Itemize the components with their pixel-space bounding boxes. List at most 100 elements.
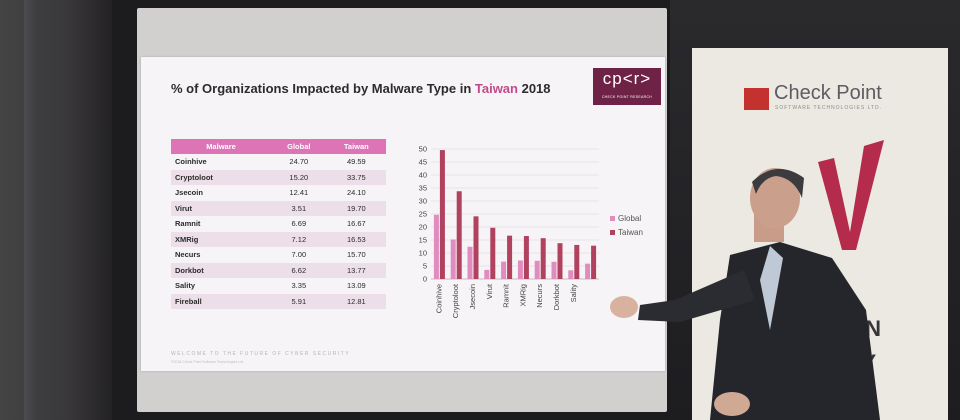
global-value-cell: 15.20	[270, 169, 327, 185]
malware-name-cell: Coinhive	[175, 157, 207, 167]
global-value-cell: 7.12	[270, 231, 327, 247]
bar-taiwan-sality	[574, 244, 580, 279]
global-value-cell: 7.00	[291, 250, 307, 260]
malware-name-cell: Dorkbot	[171, 262, 271, 278]
malware-name-cell: Ramnit	[175, 219, 201, 229]
taiwan-value-cell: 16.67	[346, 219, 366, 229]
bar-global-coinhive	[433, 214, 439, 279]
presentation-slide: % of Organizations Impacted by Malware T…	[141, 57, 665, 371]
taiwan-value-cell: 13.77	[326, 262, 386, 278]
table-row: Necurs 7.00 15.70	[171, 247, 386, 263]
bar-global-sality	[568, 270, 574, 279]
y-tick-label: 15	[419, 236, 427, 245]
x-tick-label: Dorkbot	[552, 283, 561, 310]
bar-taiwan-necurs	[540, 238, 546, 279]
bar-taiwan-xmrig	[523, 236, 529, 279]
bar-global-xmrig	[517, 260, 523, 279]
x-tick-label: Coinhive	[434, 284, 443, 313]
y-tick-label: 20	[419, 223, 427, 232]
banner-v-graphic	[818, 140, 884, 250]
legend-swatch-taiwan	[610, 230, 615, 235]
bar-global-necurs	[534, 260, 540, 279]
left-wall	[0, 0, 112, 420]
table-body: Coinhive 24.70 49.59 Cryptoloot 15.20 33.75 Js…	[171, 154, 386, 309]
malware-table: Malware Global Taiwan Coinhive 24.70 49.59 Cr…	[171, 139, 386, 309]
logo-subtext: CHECK POINT RESEARCH	[601, 95, 653, 99]
check-point-logo-icon	[744, 88, 769, 110]
bar-global-cryptoloot	[450, 239, 456, 279]
taiwan-value-cell: 16.53	[326, 231, 386, 247]
global-value-cell: 24.70	[289, 157, 309, 167]
y-tick-label: 5	[423, 262, 427, 271]
y-tick-label: 50	[419, 145, 427, 154]
bar-taiwan-virut	[490, 227, 496, 279]
bar-global-dorkbot	[551, 261, 557, 279]
bar-taiwan-ramnit	[507, 235, 513, 279]
bar-global-jsecoin	[467, 246, 473, 279]
malware-name-cell: Virut	[171, 200, 271, 216]
taiwan-value-cell: 15.70	[346, 250, 366, 260]
taiwan-value-cell: 24.10	[346, 188, 366, 198]
malware-name-cell: Jsecoin	[175, 188, 203, 198]
legend-label-global: Global	[618, 214, 641, 223]
malware-bar-chart: 0 5 10 15 20 25 30 35 40 45 50 Coinhive Cryptoloot Js…	[419, 145, 643, 319]
presenter	[610, 168, 880, 420]
table-row: Ramnit 6.69 16.67	[171, 216, 386, 232]
y-tick-label: 0	[423, 275, 427, 284]
x-tick-label: XMRig	[518, 284, 527, 307]
brand-subtitle: SOFTWARE TECHNOLOGIES LTD.	[775, 105, 883, 111]
taiwan-value-cell: 19.70	[326, 200, 386, 216]
taiwan-value-cell: 12.81	[326, 293, 386, 309]
bar-global-fireball	[585, 263, 591, 279]
table-header-global: Global	[270, 139, 327, 154]
title-highlight: Taiwan	[474, 81, 518, 96]
y-tick-label: 45	[419, 158, 427, 167]
bar-taiwan-cryptoloot	[456, 191, 462, 279]
global-value-cell: 5.91	[270, 293, 327, 309]
logo-main-text: cp<r>	[602, 69, 652, 88]
x-tick-label: Cryptoloot	[451, 283, 460, 318]
global-value-cell: 3.35	[291, 281, 307, 291]
malware-name-cell: Fireball	[171, 293, 271, 309]
bar-global-ramnit	[501, 261, 507, 279]
global-value-cell: 6.69	[291, 219, 307, 229]
bar-taiwan-dorkbot	[557, 243, 563, 279]
taiwan-value-cell: 13.09	[346, 281, 366, 291]
global-value-cell: 6.62	[270, 262, 327, 278]
x-tick-label: Jsecoin	[468, 284, 477, 309]
taiwan-value-cell: 33.75	[326, 169, 386, 185]
malware-name-cell: Sality	[175, 281, 196, 291]
bar-taiwan-fireball	[591, 245, 597, 279]
table-header-malware: Malware	[171, 139, 271, 154]
global-value-cell: 12.41	[289, 188, 309, 198]
table-header-row: Malware Global Taiwan	[171, 139, 386, 154]
table-row: Virut 3.51 19.70	[171, 200, 386, 216]
table-row: Dorkbot 6.62 13.77	[171, 262, 386, 278]
table-row: Sality 3.35 13.09	[171, 278, 386, 294]
slide-footer: WELCOME TO THE FUTURE OF CYBER SECURITY	[171, 351, 351, 357]
malware-name-cell: Cryptoloot	[171, 169, 271, 185]
table-row: Coinhive 24.70 49.59	[171, 154, 386, 170]
brand-name: Check Point	[774, 82, 882, 104]
legend-swatch-global	[610, 216, 615, 221]
global-value-cell: 3.51	[270, 200, 327, 216]
y-tick-label: 25	[419, 210, 427, 219]
y-tick-label: 40	[419, 171, 427, 180]
table-header-taiwan: Taiwan	[326, 139, 386, 154]
slide-copyright: ©2018 Check Point Software Technologies …	[171, 360, 245, 364]
x-tick-label: Ramnit	[502, 283, 511, 308]
table-row: Cryptoloot 15.20 33.75	[171, 169, 386, 185]
table-row: Jsecoin 12.41 24.10	[171, 185, 386, 201]
table-row: Fireball 5.91 12.81	[171, 293, 386, 309]
malware-name-cell: Necurs	[175, 250, 201, 260]
y-tick-label: 35	[419, 184, 427, 193]
y-tick-label: 30	[419, 197, 427, 206]
bar-taiwan-jsecoin	[473, 216, 479, 279]
slide-title: % of Organizations Impacted by Malware T…	[171, 81, 551, 96]
table-row: XMRig 7.12 16.53	[171, 231, 386, 247]
x-tick-label: Sality	[569, 284, 578, 303]
taiwan-value-cell: 49.59	[346, 157, 366, 167]
legend-label-taiwan: Taiwan	[618, 228, 643, 237]
bar-taiwan-coinhive	[439, 150, 445, 279]
cpr-logo: cp<r> CHECK POINT RESEARCH	[593, 68, 661, 105]
